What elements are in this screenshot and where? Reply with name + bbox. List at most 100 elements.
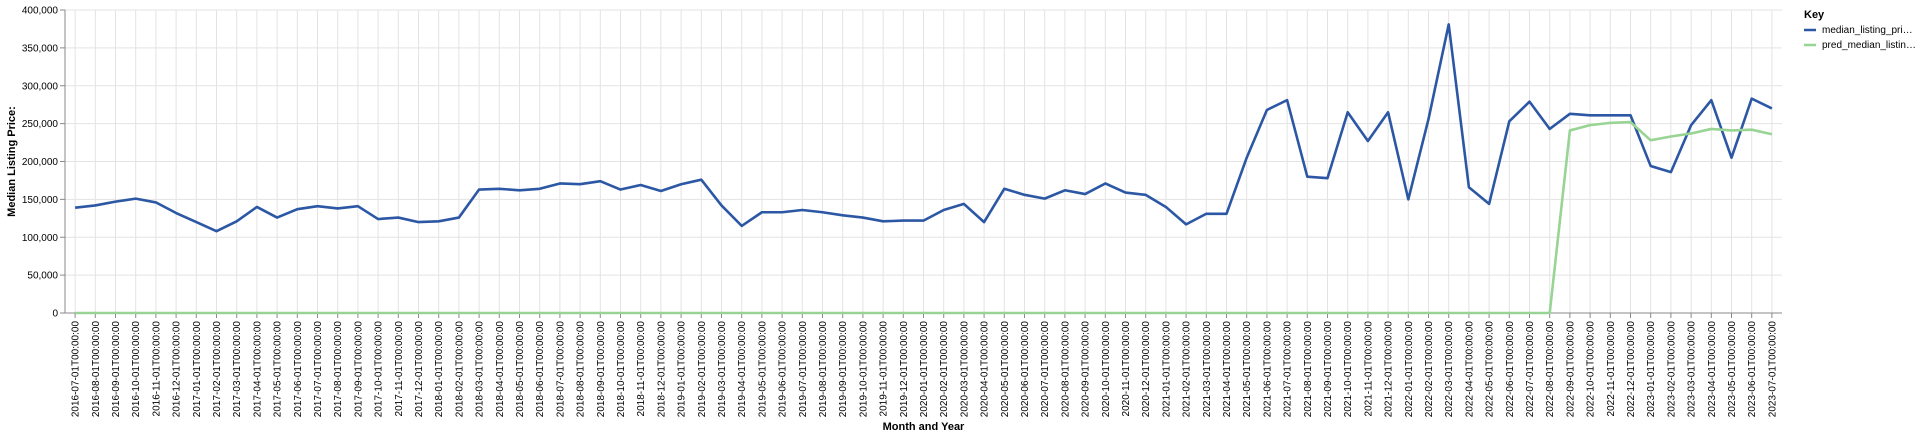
x-tick-label: 2021-04-01T00:00:00 [1222, 321, 1233, 418]
x-tick-label: 2022-11-01T00:00:00 [1606, 321, 1617, 417]
x-tick-label: 2018-07-01T00:00:00 [555, 321, 566, 418]
x-tick-label: 2020-01-01T00:00:00 [919, 321, 930, 418]
x-tick-label: 2018-10-01T00:00:00 [616, 321, 627, 418]
x-tick-label: 2022-09-01T00:00:00 [1565, 321, 1576, 418]
x-tick-label: 2023-07-01T00:00:00 [1767, 321, 1778, 418]
x-tick-label: 2017-04-01T00:00:00 [252, 321, 263, 418]
x-tick-label: 2023-04-01T00:00:00 [1707, 321, 1718, 418]
y-tick-label: 400,000 [22, 6, 59, 17]
x-tick-label: 2019-11-01T00:00:00 [879, 321, 890, 417]
y-axis: 0 50,000 100,000 150,000 200,000 250,000 300,0… [22, 6, 66, 320]
y-axis-title: Median Listing Price: [6, 106, 18, 217]
x-tick-label: 2022-10-01T00:00:00 [1586, 321, 1597, 418]
x-tick-label: 2021-08-01T00:00:00 [1303, 321, 1314, 418]
x-tick-label: 2017-12-01T00:00:00 [414, 321, 425, 418]
x-tick-label: 2017-05-01T00:00:00 [273, 321, 284, 418]
y-tick-label: 150,000 [22, 195, 59, 206]
x-tick-label: 2022-06-01T00:00:00 [1505, 321, 1516, 418]
x-tick-label: 2019-07-01T00:00:00 [798, 321, 809, 418]
x-tick-label: 2020-06-01T00:00:00 [1020, 321, 1031, 418]
x-tick-label: 2020-11-01T00:00:00 [1121, 321, 1132, 417]
x-tick-label: 2018-11-01T00:00:00 [636, 321, 647, 417]
x-tick-label: 2017-08-01T00:00:00 [333, 321, 344, 418]
x-tick-label: 2023-06-01T00:00:00 [1747, 321, 1758, 418]
x-tick-label: 2021-10-01T00:00:00 [1343, 321, 1354, 418]
x-tick-label: 2017-06-01T00:00:00 [293, 321, 304, 418]
y-tick-label: 200,000 [22, 157, 59, 168]
x-axis: 2016-07-01T00:00:00 2016-08-01T00:00:00 20… [65, 312, 1782, 418]
x-tick-label: 2018-06-01T00:00:00 [535, 321, 546, 418]
x-tick-label: 2020-04-01T00:00:00 [980, 321, 991, 418]
x-tick-label: 2020-12-01T00:00:00 [1141, 321, 1152, 418]
y-tick-label: 300,000 [22, 81, 59, 92]
x-tick-label: 2019-03-01T00:00:00 [717, 321, 728, 418]
legend-label: median_listing_pri… [1822, 25, 1913, 36]
x-tick-label: 2021-03-01T00:00:00 [1202, 321, 1213, 418]
x-tick-label: 2016-09-01T00:00:00 [111, 321, 122, 418]
x-tick-label: 2017-01-01T00:00:00 [192, 321, 203, 418]
y-tick-label: 0 [52, 309, 58, 320]
grid-lines [65, 9, 1782, 314]
x-tick-label: 2018-12-01T00:00:00 [656, 321, 667, 418]
y-tick-label: 250,000 [22, 119, 59, 130]
x-tick-label: 2018-09-01T00:00:00 [596, 321, 607, 418]
x-tick-label: 2022-07-01T00:00:00 [1525, 321, 1536, 418]
x-tick-label: 2018-03-01T00:00:00 [475, 321, 486, 418]
x-tick-label: 2019-06-01T00:00:00 [778, 321, 789, 418]
x-tick-label: 2016-07-01T00:00:00 [71, 321, 82, 418]
x-tick-label: 2017-07-01T00:00:00 [313, 321, 324, 418]
x-tick-label: 2020-07-01T00:00:00 [1040, 321, 1051, 418]
x-tick-label: 2021-02-01T00:00:00 [1182, 321, 1193, 418]
x-tick-label: 2019-12-01T00:00:00 [899, 321, 910, 418]
x-tick-label: 2019-05-01T00:00:00 [757, 321, 768, 418]
x-tick-label: 2023-01-01T00:00:00 [1646, 321, 1657, 418]
x-tick-label: 2016-08-01T00:00:00 [91, 321, 102, 418]
x-tick-label: 2020-09-01T00:00:00 [1081, 321, 1092, 418]
series-lines [74, 23, 1773, 315]
x-tick-label: 2022-08-01T00:00:00 [1545, 321, 1556, 418]
x-tick-label: 2016-11-01T00:00:00 [151, 321, 162, 417]
x-tick-label: 2017-09-01T00:00:00 [353, 321, 364, 418]
x-tick-label: 2023-03-01T00:00:00 [1687, 321, 1698, 418]
x-tick-label: 2016-10-01T00:00:00 [131, 321, 142, 418]
x-tick-label: 2018-05-01T00:00:00 [515, 321, 526, 418]
x-tick-label: 2022-01-01T00:00:00 [1404, 321, 1415, 418]
x-tick-label: 2019-04-01T00:00:00 [737, 321, 748, 418]
x-tick-label: 2023-05-01T00:00:00 [1727, 321, 1738, 418]
x-tick-label: 2020-03-01T00:00:00 [959, 321, 970, 418]
legend-label: pred_median_listin… [1822, 40, 1916, 51]
x-tick-label: 2020-08-01T00:00:00 [1060, 321, 1071, 418]
x-tick-label: 2019-01-01T00:00:00 [677, 321, 688, 418]
x-tick-label: 2022-05-01T00:00:00 [1485, 321, 1496, 418]
x-tick-label: 2017-03-01T00:00:00 [232, 321, 243, 418]
x-tick-label: 2018-02-01T00:00:00 [454, 321, 465, 418]
x-tick-label: 2020-10-01T00:00:00 [1101, 321, 1112, 418]
x-tick-label: 2023-02-01T00:00:00 [1666, 321, 1677, 418]
series-line-0 [74, 23, 1773, 233]
x-tick-label: 2019-02-01T00:00:00 [697, 321, 708, 418]
x-tick-label: 2019-09-01T00:00:00 [838, 321, 849, 418]
x-tick-label: 2021-06-01T00:00:00 [1262, 321, 1273, 418]
x-tick-label: 2022-02-01T00:00:00 [1424, 321, 1435, 418]
x-tick-label: 2022-04-01T00:00:00 [1464, 321, 1475, 418]
x-tick-label: 2019-10-01T00:00:00 [858, 321, 869, 418]
x-tick-label: 2019-08-01T00:00:00 [818, 321, 829, 418]
x-tick-label: 2020-05-01T00:00:00 [1000, 321, 1011, 418]
x-tick-label: 2020-02-01T00:00:00 [939, 321, 950, 418]
x-tick-label: 2021-12-01T00:00:00 [1384, 321, 1395, 418]
x-tick-label: 2018-01-01T00:00:00 [434, 321, 445, 418]
x-tick-label: 2021-05-01T00:00:00 [1242, 321, 1253, 418]
x-tick-label: 2021-01-01T00:00:00 [1161, 321, 1172, 418]
y-tick-label: 350,000 [22, 43, 59, 54]
series-line-1 [75, 120, 1773, 315]
x-tick-label: 2022-12-01T00:00:00 [1626, 321, 1637, 418]
y-tick-label: 100,000 [22, 233, 59, 244]
x-tick-label: 2018-04-01T00:00:00 [495, 321, 506, 418]
legend: Key median_listing_pri… pred_median_listi… [1804, 9, 1916, 51]
x-tick-label: 2022-03-01T00:00:00 [1444, 321, 1455, 418]
x-tick-label: 2017-10-01T00:00:00 [374, 321, 385, 418]
x-tick-label: 2021-09-01T00:00:00 [1323, 321, 1334, 418]
x-tick-label: 2018-08-01T00:00:00 [576, 321, 587, 418]
legend-title: Key [1804, 9, 1825, 21]
